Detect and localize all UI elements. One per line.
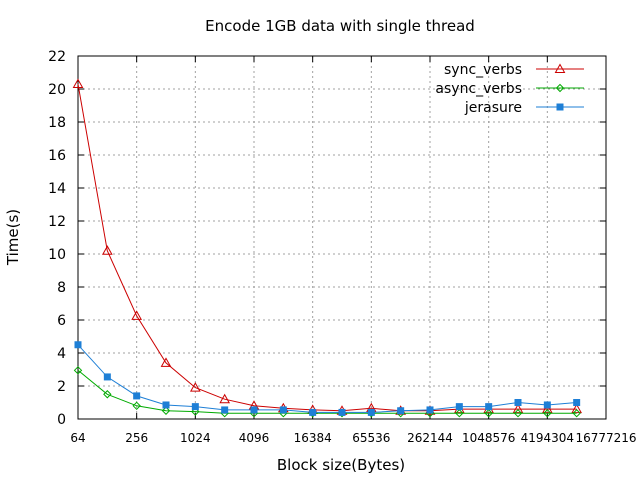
y-axis-label: Time(s) xyxy=(4,209,22,266)
data-point xyxy=(132,401,141,411)
y-tick-label: 0 xyxy=(57,412,66,428)
legend-marker xyxy=(556,103,564,111)
data-point xyxy=(160,357,172,367)
data-point xyxy=(189,382,201,392)
data-point xyxy=(73,366,83,375)
legend-label: sync_verbs xyxy=(444,62,522,78)
data-point xyxy=(426,406,434,414)
legend-label: jerasure xyxy=(464,100,522,116)
data-point xyxy=(162,401,170,409)
legend: sync_verbs async_verbs jerasure xyxy=(435,62,584,116)
y-tick-label: 14 xyxy=(48,181,66,197)
data-point xyxy=(455,403,463,411)
data-point xyxy=(101,245,113,255)
data-point xyxy=(309,408,317,416)
data-point xyxy=(131,310,143,320)
data-point xyxy=(571,403,583,414)
legend-marker xyxy=(555,83,565,93)
y-tick-label: 18 xyxy=(48,115,66,131)
data-point xyxy=(484,409,493,418)
x-tick-label: 65536 xyxy=(352,431,390,445)
data-point xyxy=(219,393,231,404)
series-jerasure xyxy=(74,341,581,416)
x-axis-label: Block size(Bytes) xyxy=(277,456,405,474)
y-tick-label: 8 xyxy=(57,280,66,296)
data-point xyxy=(543,409,552,418)
x-tick-label: 4096 xyxy=(239,431,270,445)
grid-lines xyxy=(78,56,606,419)
data-point xyxy=(514,399,522,406)
y-tick-label: 12 xyxy=(48,214,66,230)
plot-frame xyxy=(77,55,607,420)
series-line xyxy=(77,369,577,414)
data-point xyxy=(103,390,112,399)
data-point xyxy=(191,407,200,416)
data-point xyxy=(541,403,553,414)
y-tick-label: 16 xyxy=(48,148,66,164)
series-line xyxy=(77,344,577,413)
series-sync_verbs xyxy=(72,78,583,415)
data-point xyxy=(485,403,493,411)
x-tick-label: 16384 xyxy=(294,431,332,445)
x-tick-label: 4194304 xyxy=(521,431,574,445)
data-point xyxy=(279,406,287,414)
data-point xyxy=(72,78,84,89)
data-point xyxy=(221,406,229,414)
data-point xyxy=(572,409,581,418)
data-point xyxy=(455,409,464,418)
data-point xyxy=(103,373,111,381)
y-tick-label: 2 xyxy=(57,379,66,395)
data-point xyxy=(397,407,405,415)
data-point xyxy=(512,403,524,414)
x-tick-label: 1024 xyxy=(180,431,211,445)
x-tick-label: 262144 xyxy=(407,431,453,445)
data-point xyxy=(543,401,551,409)
data-point xyxy=(74,341,82,349)
y-tick-label: 22 xyxy=(48,49,66,65)
data-point xyxy=(161,406,171,415)
chart-title: Encode 1GB data with single thread xyxy=(205,17,475,35)
x-tick-label: 16777216 xyxy=(575,431,636,445)
x-tick-label: 64 xyxy=(70,431,85,445)
legend-label: async_verbs xyxy=(435,81,522,97)
y-tick-label: 10 xyxy=(48,247,66,263)
y-tick-label: 6 xyxy=(57,313,66,329)
series-group xyxy=(72,78,583,418)
x-tick-label: 1048576 xyxy=(462,431,515,445)
series-line xyxy=(77,84,577,412)
data-point xyxy=(573,399,581,406)
data-point xyxy=(191,403,199,411)
x-tick-label: 256 xyxy=(125,431,148,445)
data-point xyxy=(133,392,141,400)
y-axis-ticks: 0 2 4 6 8 10 12 14 16 18 20 22 xyxy=(48,49,606,428)
y-tick-label: 20 xyxy=(48,82,66,98)
data-point xyxy=(367,408,375,416)
legend-marker xyxy=(554,63,566,73)
data-point xyxy=(513,409,523,418)
data-point xyxy=(250,406,258,414)
x-axis-ticks: 64 256 1024 4096 16384 65536 262144 1048576 4194… xyxy=(70,56,637,445)
data-point xyxy=(338,408,346,416)
y-tick-label: 4 xyxy=(57,346,66,362)
